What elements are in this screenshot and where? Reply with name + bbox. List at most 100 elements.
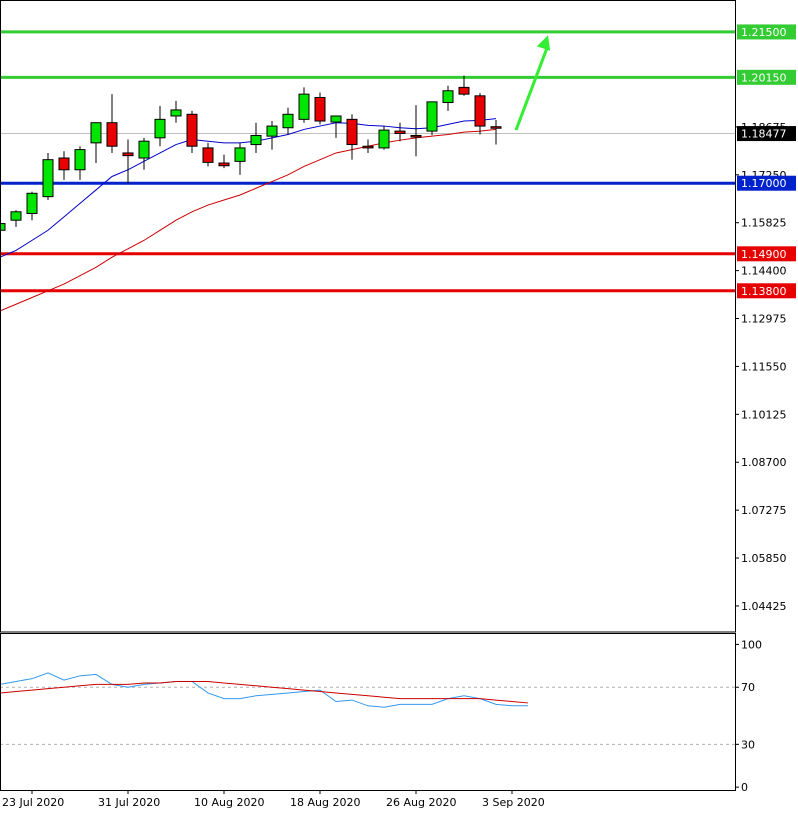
x-tick-label: 3 Sep 2020 (482, 796, 545, 809)
fast-moving-average-line (0, 118, 497, 258)
level-badge-resistance (737, 69, 796, 85)
level-label-deep_support: 1.14900 (741, 248, 787, 261)
current-price-badge (737, 126, 796, 142)
level-label-deep_support: 1.13800 (741, 285, 787, 298)
candle-body (90, 122, 102, 144)
candle-body (458, 86, 470, 95)
candle-body (170, 109, 182, 117)
candle (58, 151, 70, 180)
candle (426, 101, 438, 136)
candle (170, 100, 182, 123)
x-tick-label: 10 Aug 2020 (194, 796, 264, 809)
y-tick-label: 1.11550 (741, 360, 787, 373)
candle-body (282, 113, 294, 129)
osc-y-tick-label: 100 (741, 638, 762, 651)
oscillator-panel-frame (0, 633, 736, 791)
candle-body (298, 93, 310, 120)
candle (234, 142, 246, 175)
level-badge-deep_support (737, 283, 796, 299)
candle-body (394, 130, 406, 134)
x-tick-label: 26 Aug 2020 (386, 796, 456, 809)
candle-body (234, 147, 246, 162)
candle (74, 146, 86, 180)
candle-body (426, 101, 438, 132)
candle (266, 121, 278, 150)
candle-body (26, 192, 38, 214)
candle-body (74, 149, 86, 171)
candle-body (218, 162, 230, 167)
y-tick-label: 1.12975 (741, 313, 787, 326)
oscillator-line-osc_fast (0, 672, 528, 708)
candle (330, 115, 342, 138)
candle (282, 107, 294, 135)
candle (154, 105, 166, 147)
oscillator-line-osc_slow (0, 681, 529, 704)
candle (202, 142, 214, 167)
candle-body (378, 129, 390, 149)
y-tick-label: 1.10125 (741, 408, 787, 421)
candle (122, 139, 134, 184)
candle-body (106, 122, 118, 147)
candle (378, 126, 390, 150)
y-tick-label: 1.14400 (741, 265, 787, 278)
candle (106, 94, 118, 153)
level-badge-deep_support (737, 246, 796, 262)
candle-body (58, 157, 70, 171)
y-tick-label: 1.08700 (741, 456, 787, 469)
candle (394, 122, 406, 142)
candle (90, 122, 102, 164)
candle-body (0, 223, 6, 231)
x-tick-label: 31 Jul 2020 (98, 796, 160, 809)
candle (490, 120, 502, 145)
candle-body (346, 118, 358, 146)
candle-body (410, 134, 422, 138)
x-tick-label: 18 Aug 2020 (290, 796, 360, 809)
level-label-resistance: 1.21500 (741, 26, 787, 39)
slow-moving-average-line (0, 128, 497, 312)
candle (298, 87, 310, 123)
candle-body (362, 145, 374, 149)
candle-body (122, 152, 134, 157)
candle (42, 152, 54, 201)
y-tick-label: 1.05850 (741, 552, 787, 565)
level-label-support: 1.17000 (741, 177, 787, 190)
current-price-label: 1.18477 (741, 128, 787, 141)
y-tick-label: 1.15825 (741, 217, 787, 230)
candle (0, 223, 6, 241)
projection-arrow-shaft (514, 44, 550, 131)
candle (442, 85, 454, 111)
candle (138, 137, 150, 170)
candle-body (314, 96, 326, 122)
level-badge-resistance (737, 24, 796, 40)
candle-body (10, 211, 22, 221)
osc-y-tick-label: 30 (741, 738, 755, 751)
candle-body (250, 134, 262, 146)
candle-body (490, 126, 502, 129)
candle-body (202, 147, 214, 163)
candle (10, 210, 22, 227)
candle (346, 114, 358, 160)
osc-y-tick-label: 0 (741, 781, 748, 794)
candle-body (138, 140, 150, 159)
candle (362, 139, 374, 153)
candle-body (442, 90, 454, 104)
candle (250, 122, 262, 153)
candle-body (154, 118, 166, 139)
candle-body (474, 95, 486, 127)
candle (314, 92, 326, 125)
level-label-resistance: 1.20150 (741, 71, 787, 84)
candle (410, 105, 422, 157)
main-price-panel (0, 30, 735, 312)
candle (474, 93, 486, 135)
candle-body (266, 125, 278, 137)
main-panel-frame (0, 0, 736, 633)
candle (218, 154, 230, 169)
x-tick-label: 23 Jul 2020 (2, 796, 64, 809)
candle (26, 191, 38, 221)
projection-arrow-head (536, 35, 551, 51)
y-tick-label: 1.07275 (741, 504, 787, 517)
candle (458, 75, 470, 96)
